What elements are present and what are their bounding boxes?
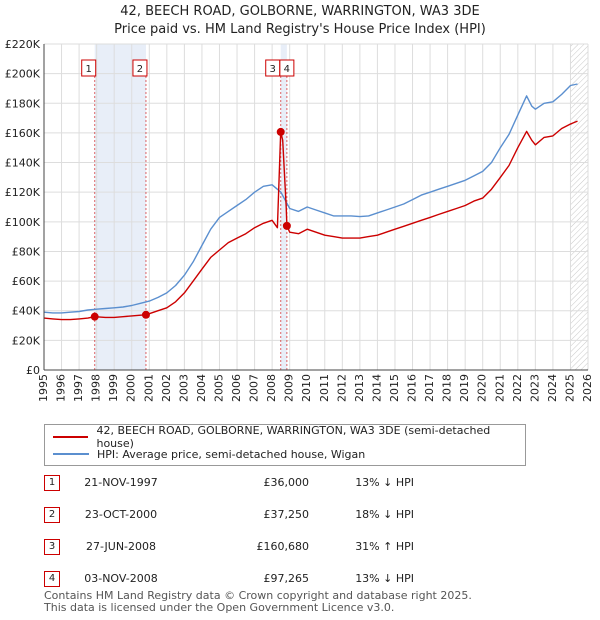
sale-hpi-diff: 13% ↓ HPI [355, 572, 414, 585]
y-tick-label: £200K [5, 68, 41, 81]
legend-swatch-property [53, 436, 89, 438]
y-tick-label: £100K [5, 216, 41, 229]
sale-number-badge: 4 [44, 571, 60, 587]
table-row: 2 23-OCT-2000 £37,250 18% ↓ HPI [44, 506, 564, 526]
x-tick-label: 2023 [528, 374, 541, 402]
x-tick-label: 2009 [283, 374, 296, 402]
x-tick-label: 2018 [441, 374, 454, 402]
sale-marker-label: 2 [137, 64, 143, 75]
y-tick-label: £20K [12, 334, 41, 347]
sale-hpi-diff: 31% ↑ HPI [355, 540, 414, 553]
y-tick-label: £60K [12, 275, 41, 288]
projection-hatch [570, 44, 588, 370]
x-tick-label: 1996 [55, 374, 68, 402]
sale-point [90, 312, 99, 321]
x-tick-label: 2011 [318, 374, 331, 402]
y-tick-label: £120K [5, 186, 41, 199]
table-row: 1 21-NOV-1997 £36,000 13% ↓ HPI [44, 474, 564, 494]
x-tick-label: 2021 [493, 374, 506, 402]
legend-swatch-hpi [53, 453, 89, 455]
y-tick-label: £180K [5, 97, 41, 110]
x-tick-label: 2008 [265, 374, 278, 402]
x-tick-label: 2026 [581, 374, 594, 402]
attribution-footer: Contains HM Land Registry data © Crown c… [44, 590, 472, 614]
y-tick-label: £220K [5, 38, 41, 51]
sale-price: £97,265 [263, 572, 310, 585]
sale-marker-label: 4 [284, 64, 290, 75]
sale-marker-box: 1 [81, 59, 97, 77]
y-tick-label: £0 [26, 364, 40, 377]
x-tick-label: 2017 [423, 374, 436, 402]
legend-label-hpi: HPI: Average price, semi-detached house,… [97, 447, 366, 461]
sale-marker-box-frame [132, 59, 148, 77]
sale-hpi-diff: 18% ↓ HPI [355, 508, 414, 521]
x-tick-label: 2004 [195, 374, 208, 402]
sale-marker-box-frame [81, 59, 97, 77]
sale-date: 23-OCT-2000 [84, 508, 158, 521]
x-tick-label: 2024 [546, 374, 559, 402]
x-tick-label: 2010 [300, 374, 313, 402]
x-tick-label: 2001 [142, 374, 155, 402]
sale-number-badge: 3 [44, 539, 60, 555]
property-price-line [43, 120, 578, 321]
sale-marker-label: 3 [270, 64, 276, 75]
footer-line-1: Contains HM Land Registry data © Crown c… [44, 589, 472, 602]
chart-legend: 42, BEECH ROAD, GOLBORNE, WARRINGTON, WA… [44, 424, 526, 466]
sale-price: £37,250 [263, 508, 310, 521]
chart-title-line1: 42, BEECH ROAD, GOLBORNE, WARRINGTON, WA… [120, 4, 480, 19]
x-tick-label: 1999 [107, 374, 120, 402]
x-tick-label: 2006 [230, 374, 243, 402]
x-tick-label: 2000 [125, 374, 138, 402]
x-tick-label: 2005 [212, 374, 225, 402]
x-tick-label: 2015 [388, 374, 401, 402]
y-tick-label: £80K [12, 245, 41, 258]
x-tick-label: 1998 [90, 374, 103, 402]
sale-date: 21-NOV-1997 [84, 476, 158, 489]
x-tick-label: 1995 [37, 374, 50, 402]
sale-marker-box: 4 [279, 59, 295, 77]
x-tick-label: 2014 [370, 374, 383, 402]
sale-point [276, 127, 285, 136]
sale-number-badge: 2 [44, 507, 60, 523]
ownership-shade [280, 44, 287, 370]
table-row: 4 03-NOV-2008 £97,265 13% ↓ HPI [44, 570, 564, 590]
x-tick-label: 2019 [458, 374, 471, 402]
footer-line-2: This data is licensed under the Open Gov… [44, 601, 395, 614]
x-tick-label: 2012 [335, 374, 348, 402]
sale-marker-box-frame [279, 59, 295, 77]
x-tick-label: 2020 [476, 374, 489, 402]
x-tick-label: 2002 [160, 374, 173, 402]
y-tick-label: £160K [5, 127, 41, 140]
legend-item-property: 42, BEECH ROAD, GOLBORNE, WARRINGTON, WA… [53, 424, 525, 450]
ownership-shade [94, 44, 146, 370]
table-row: 3 27-JUN-2008 £160,680 31% ↑ HPI [44, 538, 564, 558]
x-tick-label: 2025 [563, 374, 576, 402]
sale-price: £160,680 [256, 540, 310, 553]
sale-point [282, 221, 291, 230]
sale-marker-box: 3 [265, 59, 281, 77]
chart-title-line2: Price paid vs. HM Land Registry's House … [114, 22, 486, 37]
legend-label-property: 42, BEECH ROAD, GOLBORNE, WARRINGTON, WA… [96, 424, 491, 450]
sale-date: 03-NOV-2008 [84, 572, 158, 585]
sale-marker-label: 1 [86, 64, 92, 75]
x-tick-label: 2003 [177, 374, 190, 402]
sale-price: £36,000 [263, 476, 310, 489]
legend-item-hpi: HPI: Average price, semi-detached house,… [53, 446, 365, 462]
hpi-line [43, 83, 578, 314]
sale-point [141, 310, 150, 319]
x-tick-label: 2016 [406, 374, 419, 402]
x-tick-label: 2013 [353, 374, 366, 402]
sale-number-badge: 1 [44, 475, 60, 491]
sale-hpi-diff: 13% ↓ HPI [355, 476, 414, 489]
x-tick-label: 2022 [511, 374, 524, 402]
sale-marker-box: 2 [132, 59, 148, 77]
x-tick-label: 1997 [72, 374, 85, 402]
y-tick-label: £140K [5, 157, 41, 170]
x-tick-label: 2007 [248, 374, 261, 402]
y-tick-label: £40K [12, 305, 41, 318]
sale-date: 27-JUN-2008 [85, 540, 157, 553]
